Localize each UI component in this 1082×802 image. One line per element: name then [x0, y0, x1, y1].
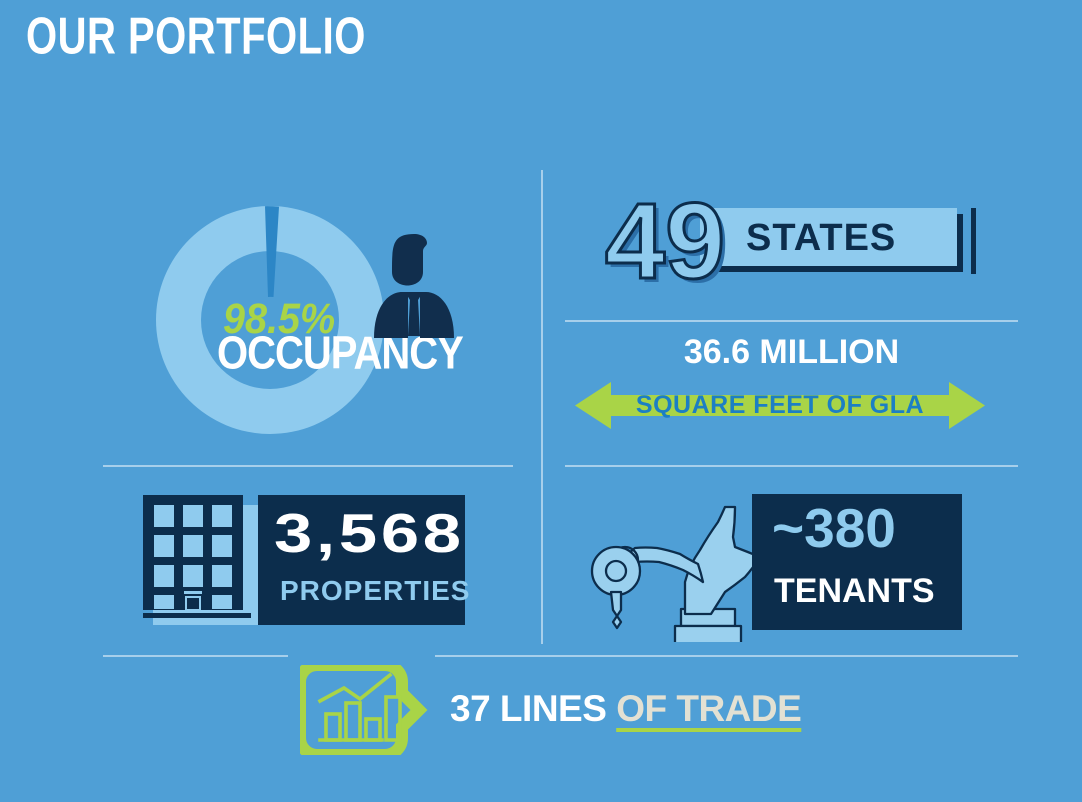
svg-text:49: 49	[605, 190, 725, 300]
svg-text:SQUARE FEET OF GLA: SQUARE FEET OF GLA	[636, 391, 924, 419]
